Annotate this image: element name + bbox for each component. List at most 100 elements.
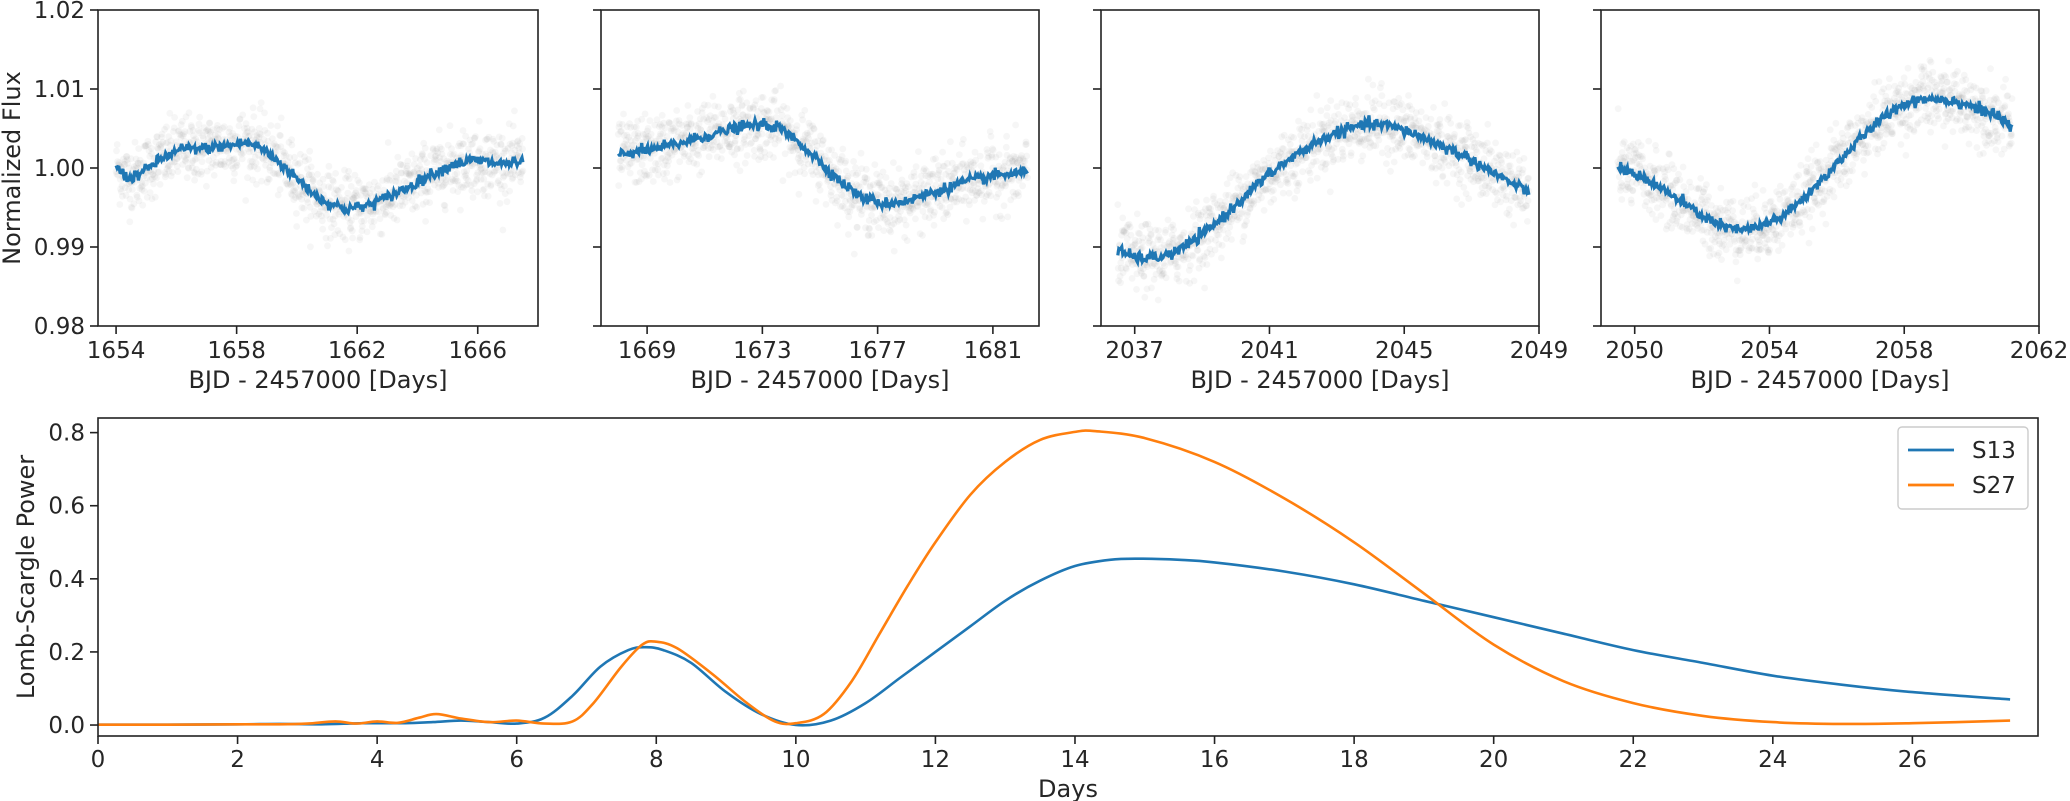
- flux-data-point: [436, 154, 443, 161]
- flux-data-point: [319, 175, 327, 183]
- flux-data-point: [615, 123, 623, 131]
- flux-data-point: [288, 191, 296, 199]
- flux-data-point: [266, 166, 274, 174]
- flux-data-point: [233, 161, 241, 169]
- flux-data-point: [345, 175, 353, 183]
- y-tick-label: 1.00: [34, 156, 85, 182]
- flux-data-point: [313, 200, 321, 208]
- flux-data-point: [490, 168, 498, 176]
- flux-data-point: [810, 125, 818, 133]
- flux-data-point: [249, 104, 257, 112]
- flux-data-point: [161, 173, 169, 181]
- flux-data-point: [1279, 189, 1287, 197]
- flux-data-point: [1806, 213, 1814, 221]
- flux-data-point: [358, 217, 365, 225]
- flux-data-point: [356, 234, 364, 241]
- lightcurve-2-x-axis-label: BJD - 2457000 [Days]: [690, 366, 949, 394]
- flux-data-point: [139, 201, 147, 209]
- flux-data-point: [1424, 123, 1432, 130]
- flux-data-point: [451, 171, 459, 178]
- flux-data-point: [149, 171, 157, 178]
- flux-data-point: [341, 236, 349, 244]
- flux-data-point: [770, 154, 777, 161]
- flux-data-point: [162, 139, 170, 147]
- flux-data-point: [1484, 139, 1491, 147]
- flux-data-point: [715, 103, 722, 111]
- flux-data-point: [453, 169, 461, 177]
- flux-data-point: [397, 169, 405, 177]
- flux-data-point: [1639, 155, 1646, 163]
- flux-data-point: [282, 177, 289, 185]
- flux-data-point: [1187, 262, 1194, 270]
- flux-data-point: [1218, 254, 1225, 262]
- flux-data-point: [197, 171, 205, 178]
- flux-data-point: [2007, 139, 2015, 147]
- flux-data-point: [261, 109, 268, 117]
- flux-data-point: [1291, 195, 1299, 202]
- flux-data-point: [185, 164, 193, 172]
- flux-data-point: [472, 133, 479, 140]
- flux-data-point: [925, 200, 932, 208]
- flux-data-point: [1733, 277, 1741, 285]
- flux-data-point: [638, 161, 646, 169]
- flux-data-point: [167, 172, 175, 180]
- flux-data-point: [1417, 108, 1425, 116]
- flux-data-point: [341, 166, 348, 174]
- flux-data-point: [200, 134, 207, 142]
- flux-data-point: [361, 185, 369, 193]
- flux-data-point: [1295, 179, 1303, 187]
- flux-data-point: [447, 151, 454, 158]
- flux-data-point: [481, 168, 489, 176]
- flux-data-point: [380, 186, 388, 194]
- flux-data-point: [434, 149, 442, 157]
- flux-data-point: [1812, 141, 1820, 149]
- flux-data-point: [449, 187, 457, 194]
- flux-data-point: [833, 197, 841, 205]
- flux-data-point: [1387, 167, 1394, 175]
- flux-data-point: [439, 182, 447, 190]
- y-tick-label: 1.01: [34, 77, 85, 103]
- flux-data-point: [1307, 177, 1314, 184]
- flux-data-point: [1451, 130, 1458, 138]
- flux-data-point: [1280, 145, 1287, 153]
- flux-data-point: [467, 162, 474, 170]
- flux-data-point: [188, 164, 196, 172]
- flux-data-point: [400, 193, 408, 201]
- flux-data-point: [355, 179, 363, 187]
- flux-data-point: [290, 196, 298, 204]
- flux-data-point: [403, 179, 411, 187]
- flux-data-point: [1837, 181, 1844, 189]
- flux-data-point: [403, 164, 411, 172]
- flux-data-point: [347, 224, 355, 232]
- flux-data-point: [359, 185, 366, 193]
- flux-data-point: [305, 171, 313, 179]
- flux-data-point: [324, 172, 332, 180]
- flux-data-point: [473, 171, 481, 179]
- flux-data-point: [1715, 249, 1723, 257]
- flux-data-point: [868, 232, 876, 239]
- flux-data-point: [298, 187, 306, 195]
- flux-data-point: [250, 163, 258, 170]
- flux-data-point: [351, 171, 359, 179]
- flux-data-point: [912, 163, 920, 171]
- flux-data-point: [402, 170, 410, 178]
- flux-data-point: [799, 116, 806, 124]
- flux-data-point: [154, 144, 161, 152]
- flux-data-point: [1270, 186, 1277, 194]
- flux-data-point: [121, 161, 128, 169]
- flux-data-point: [353, 192, 361, 200]
- flux-data-point: [740, 87, 747, 95]
- flux-data-point: [815, 180, 823, 188]
- flux-data-point: [253, 134, 261, 142]
- flux-data-point: [721, 115, 729, 123]
- y-tick-label: 0.6: [48, 494, 85, 520]
- flux-data-point: [317, 208, 324, 215]
- flux-data-point: [189, 157, 197, 165]
- flux-data-point: [455, 181, 463, 189]
- flux-data-point: [378, 230, 386, 238]
- flux-data-point: [1170, 234, 1178, 242]
- flux-data-point: [1423, 153, 1431, 161]
- flux-data-point: [139, 182, 146, 190]
- x-tick-label: 1669: [618, 338, 677, 364]
- flux-data-point: [480, 185, 488, 193]
